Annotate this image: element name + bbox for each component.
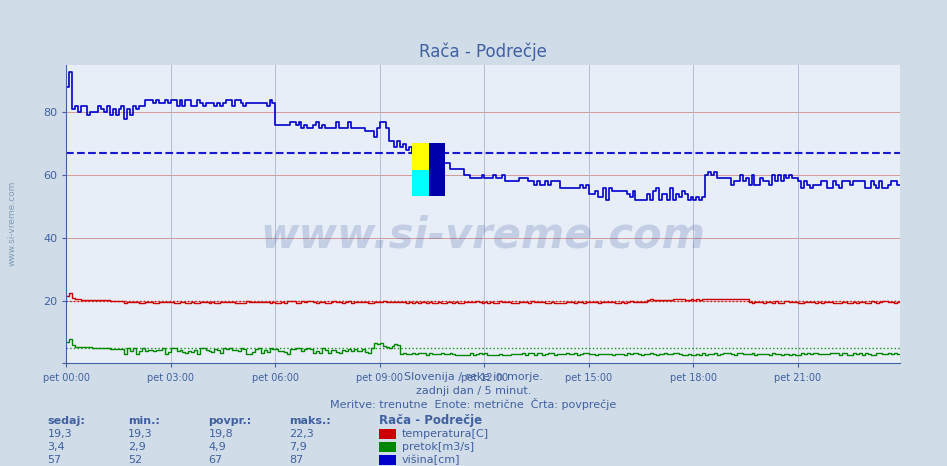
Text: www.si-vreme.com: www.si-vreme.com — [8, 181, 17, 267]
Text: temperatura[C]: temperatura[C] — [402, 429, 489, 439]
Bar — [429, 143, 445, 197]
Text: Slovenija / reke in morje.: Slovenija / reke in morje. — [404, 372, 543, 382]
Text: 19,3: 19,3 — [47, 429, 72, 439]
Text: 7,9: 7,9 — [289, 442, 307, 452]
Text: Meritve: trenutne  Enote: metrične  Črta: povprečje: Meritve: trenutne Enote: metrične Črta: … — [331, 398, 616, 410]
Text: min.:: min.: — [128, 416, 160, 426]
Text: 52: 52 — [128, 455, 142, 465]
Text: 87: 87 — [289, 455, 303, 465]
Text: 19,8: 19,8 — [208, 429, 233, 439]
Text: višina[cm]: višina[cm] — [402, 455, 460, 465]
Text: zadnji dan / 5 minut.: zadnji dan / 5 minut. — [416, 386, 531, 396]
Text: 4,9: 4,9 — [208, 442, 226, 452]
Text: Rača - Podrečje: Rača - Podrečje — [379, 414, 482, 427]
Text: 67: 67 — [208, 455, 223, 465]
Text: 22,3: 22,3 — [289, 429, 313, 439]
Bar — [412, 170, 429, 197]
Bar — [412, 143, 429, 170]
Text: maks.:: maks.: — [289, 416, 331, 426]
Text: 3,4: 3,4 — [47, 442, 65, 452]
Text: 57: 57 — [47, 455, 62, 465]
Text: povpr.:: povpr.: — [208, 416, 252, 426]
Text: pretok[m3/s]: pretok[m3/s] — [402, 442, 474, 452]
Text: 19,3: 19,3 — [128, 429, 152, 439]
Title: Rača - Podrečje: Rača - Podrečje — [419, 42, 547, 61]
Text: 2,9: 2,9 — [128, 442, 146, 452]
Text: sedaj:: sedaj: — [47, 416, 85, 426]
Text: www.si-vreme.com: www.si-vreme.com — [260, 214, 706, 256]
